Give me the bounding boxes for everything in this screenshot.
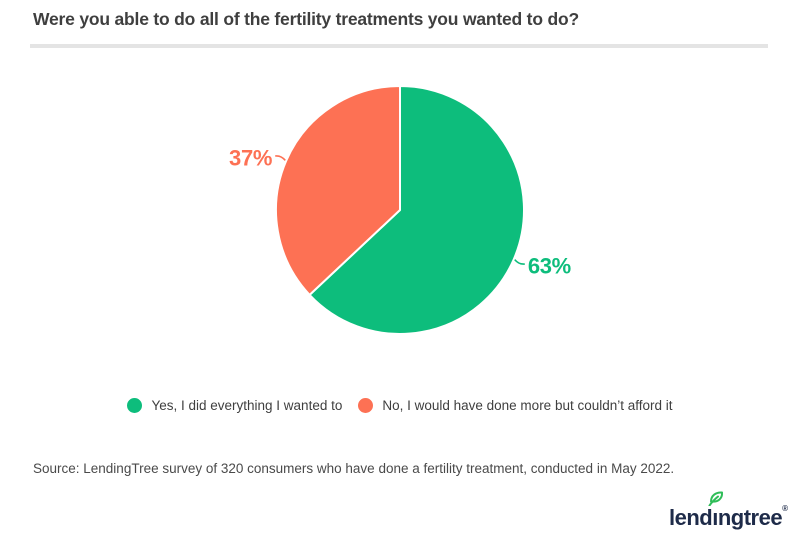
pie-chart: 63% 37% xyxy=(229,85,571,335)
legend-swatch-yes-icon xyxy=(127,398,143,413)
pie-label-leader xyxy=(275,155,286,161)
pie-percent-label: 37% xyxy=(229,145,272,170)
chart-legend: Yes, I did everything I wanted to No, I … xyxy=(0,398,800,413)
title-divider xyxy=(30,44,768,48)
pie-slice[interactable] xyxy=(308,85,525,335)
legend-item-yes[interactable]: Yes, I did everything I wanted to xyxy=(127,398,342,413)
registered-mark: ® xyxy=(782,504,788,513)
lendingtree-logo: lendıngtree® xyxy=(669,490,788,530)
legend-item-no[interactable]: No, I would have done more but couldn’t … xyxy=(358,398,673,413)
pie-label-leader xyxy=(514,259,525,265)
pie-slice[interactable] xyxy=(275,85,401,296)
legend-label-no: No, I would have done more but couldn’t … xyxy=(382,398,673,413)
legend-label-yes: Yes, I did everything I wanted to xyxy=(151,398,343,413)
source-note: Source: LendingTree survey of 320 consum… xyxy=(33,461,675,476)
legend-swatch-no-icon xyxy=(358,398,374,413)
lendingtree-logo-text: lendıngtree® xyxy=(669,490,788,529)
logo-wordmark: lendıngtree xyxy=(669,505,783,530)
leaf-icon xyxy=(708,491,724,506)
pie-percent-label: 63% xyxy=(528,254,571,279)
chart-title: Were you able to do all of the fertility… xyxy=(33,9,579,29)
